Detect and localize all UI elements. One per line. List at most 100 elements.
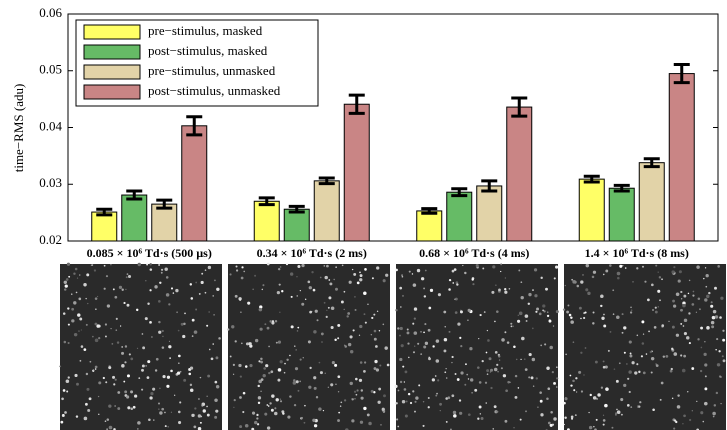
speckle: [359, 324, 363, 329]
speckle: [197, 398, 200, 401]
speckle: [399, 380, 403, 384]
speckle: [204, 291, 207, 294]
speckle: [65, 379, 70, 384]
speckle: [206, 405, 208, 408]
speckle: [422, 401, 425, 403]
speckle: [294, 345, 296, 347]
speckle: [439, 402, 442, 406]
speckle: [121, 364, 125, 368]
speckle: [269, 402, 272, 405]
speckle: [297, 264, 301, 269]
speckle: [65, 278, 69, 281]
speckle: [657, 289, 661, 293]
speckle: [653, 326, 657, 329]
speckle: [574, 414, 577, 417]
speckle: [94, 338, 99, 343]
speckle: [169, 357, 171, 359]
speckle: [404, 370, 408, 374]
speckle: [404, 414, 408, 418]
speckle: [504, 331, 507, 334]
speckle: [268, 371, 271, 375]
speckle: [431, 378, 435, 382]
speckle: [720, 376, 722, 378]
speckle: [111, 342, 114, 345]
speckle: [504, 290, 508, 294]
speckle: [381, 407, 385, 411]
micrograph: [60, 264, 222, 430]
speckle: [498, 288, 501, 292]
speckle: [571, 278, 574, 281]
speckle: [673, 266, 676, 269]
speckle: [681, 368, 686, 373]
speckle: [309, 366, 312, 370]
speckle: [671, 347, 674, 351]
speckle: [184, 312, 186, 315]
speckle: [570, 316, 573, 320]
speckle: [688, 342, 691, 345]
speckle: [150, 392, 154, 396]
speckle: [583, 316, 586, 320]
speckle: [212, 295, 214, 297]
speckle: [399, 334, 401, 337]
speckle: [546, 366, 550, 371]
speckle: [162, 375, 166, 379]
y-tick-label: 0.06: [39, 5, 62, 20]
speckle: [266, 426, 271, 430]
bar: [121, 194, 148, 242]
speckle: [178, 354, 181, 358]
speckle: [504, 288, 507, 291]
speckle: [176, 371, 181, 375]
speckle: [531, 357, 536, 362]
speckle: [166, 375, 171, 379]
speckle: [175, 288, 179, 293]
speckle: [301, 263, 305, 268]
speckle: [570, 320, 574, 324]
speckle: [91, 264, 94, 266]
speckle: [462, 264, 464, 267]
speckle: [373, 313, 376, 316]
speckle: [548, 319, 552, 323]
speckle: [295, 349, 297, 351]
speckle: [668, 320, 670, 322]
error-bar: [451, 187, 468, 198]
speckle: [347, 342, 352, 347]
speckle: [567, 304, 570, 307]
speckle: [337, 323, 341, 327]
speckle: [190, 297, 194, 300]
speckle: [600, 294, 604, 299]
speckle: [518, 269, 521, 272]
error-bar: [511, 96, 528, 118]
speckle: [474, 388, 478, 392]
speckle: [126, 395, 130, 399]
speckle: [125, 276, 128, 279]
speckle: [206, 413, 210, 417]
speckle: [83, 348, 87, 351]
speckle: [174, 394, 176, 396]
speckle: [534, 294, 538, 298]
speckle: [262, 284, 265, 287]
speckle: [266, 404, 269, 406]
speckle: [254, 274, 257, 277]
y-tick-label: 0.03: [39, 175, 62, 190]
speckle: [538, 312, 542, 316]
speckle: [307, 280, 311, 284]
speckle: [680, 354, 683, 357]
speckle: [500, 367, 503, 370]
speckle: [67, 323, 70, 326]
speckle: [64, 288, 67, 291]
speckle: [395, 402, 398, 405]
speckle: [397, 425, 400, 428]
speckle: [624, 267, 627, 269]
speckle: [452, 410, 457, 415]
speckle: [179, 401, 182, 404]
speckle: [520, 295, 524, 300]
speckle: [459, 411, 463, 415]
speckle: [268, 345, 270, 348]
speckle: [275, 341, 278, 344]
speckle: [504, 277, 506, 279]
speckle: [359, 271, 361, 274]
speckle: [73, 272, 76, 275]
speckle: [591, 275, 595, 279]
speckle: [569, 374, 572, 377]
speckle: [553, 381, 556, 385]
